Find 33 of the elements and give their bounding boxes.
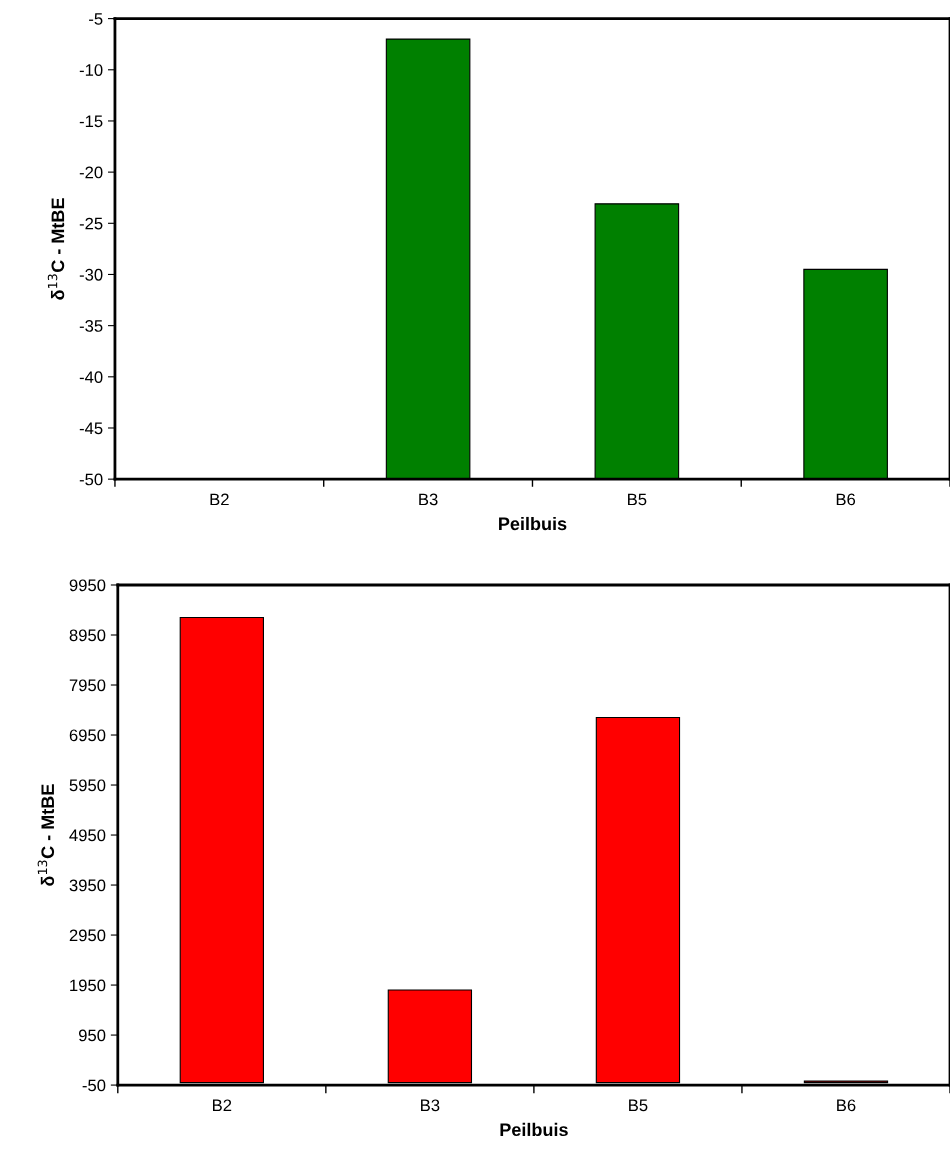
y-tick-label: -50 [82,1079,106,1092]
x-tick-label: B6 [836,493,856,506]
y-tick-label: 7950 [69,679,106,692]
x-tick-label: B5 [629,1099,648,1112]
y-axis-title: δ$^{13}$C - MtBE [47,198,65,300]
y-axis-title: δ$^{13}$C - MtBE [37,784,55,886]
x-tick-label: B3 [421,1099,440,1112]
x-axis-title: Peilbuis [500,1122,568,1137]
y-tick-label: 4950 [69,829,106,842]
y-tick-label: -35 [79,320,103,332]
y-tick-label: 6950 [69,729,106,742]
y-tick-label: -10 [79,64,103,76]
y-tick-label: 2950 [69,929,106,942]
x-tick-label: B2 [213,1099,232,1112]
y-tick-label: 8950 [69,629,106,642]
y-tick-label: -45 [79,422,103,435]
y-tick-label: 950 [78,1029,106,1042]
y-tick-label: -15 [79,115,103,128]
x-tick-label: B2 [210,493,229,506]
y-tick-label: -20 [79,166,103,179]
x-axis-title: Peilbuis [499,516,567,531]
x-tick-label: B6 [837,1099,856,1112]
y-tick-label: 1950 [70,979,106,992]
y-tick-label: 9950 [69,579,106,592]
y-tick-label: 3950 [69,879,106,892]
y-tick-label: -5 [89,13,103,25]
x-tick-label: B3 [419,493,438,506]
y-tick-label: -30 [79,268,103,281]
y-tick-label: -50 [79,473,103,486]
x-tick-label: B5 [628,493,647,506]
y-tick-label: 5950 [69,779,106,792]
y-tick-label: -40 [79,371,103,384]
y-tick-label: -25 [79,217,103,230]
